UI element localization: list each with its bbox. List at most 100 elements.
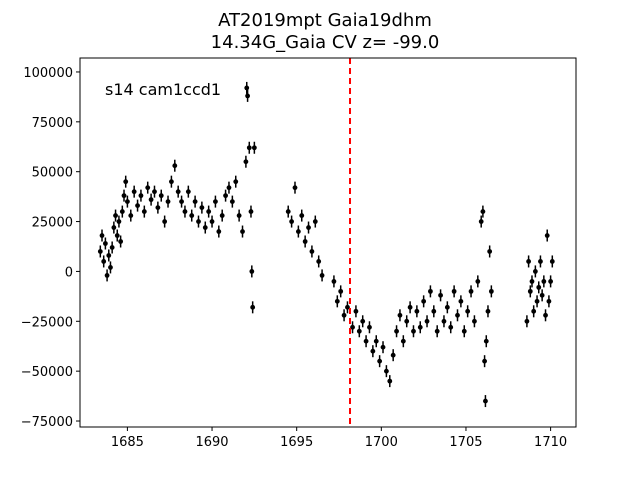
- data-point: [236, 213, 242, 218]
- data-point: [292, 185, 298, 191]
- data-point: [350, 324, 355, 330]
- data-point: [109, 245, 115, 250]
- data-point: [113, 213, 118, 218]
- data-point: [131, 189, 137, 195]
- data-point: [302, 239, 308, 244]
- data-point: [480, 209, 486, 214]
- data-point: [162, 219, 168, 224]
- data-point: [246, 145, 252, 151]
- data-point: [179, 199, 184, 205]
- data-point: [411, 328, 416, 334]
- data-point: [461, 328, 467, 334]
- data-point: [135, 203, 140, 209]
- axis-ticks: 1685 1690 1695 1700 1705 1710 −75000 −50000 −250…: [21, 66, 567, 450]
- data-point: [334, 298, 340, 304]
- data-point: [468, 288, 474, 294]
- data-point: [124, 199, 130, 205]
- data-point: [102, 241, 108, 246]
- data-point: [387, 378, 393, 384]
- data-point: [172, 163, 178, 169]
- data-point: [244, 85, 250, 91]
- data-point: [331, 278, 337, 284]
- y-tick-label: 50000: [32, 166, 73, 181]
- data-point: [196, 219, 201, 224]
- chart-title-line-1: AT2019mpt Gaia19dhm: [218, 10, 432, 31]
- data-point: [397, 312, 403, 318]
- data-point: [338, 288, 344, 294]
- data-points: [97, 81, 555, 408]
- data-point: [123, 179, 129, 185]
- plot-frame: [79, 57, 577, 428]
- y-tick-label: −25000: [21, 315, 73, 330]
- data-point: [543, 312, 548, 318]
- data-point: [199, 205, 205, 210]
- data-point: [309, 249, 315, 254]
- data-point: [444, 304, 450, 310]
- data-point: [229, 199, 235, 205]
- data-point: [531, 308, 537, 314]
- data-point: [118, 239, 124, 244]
- data-point: [485, 308, 491, 314]
- data-point: [527, 288, 533, 294]
- data-point: [546, 298, 552, 304]
- data-point: [472, 318, 477, 324]
- data-point: [544, 233, 550, 238]
- data-point: [407, 304, 413, 310]
- x-tick-label: 1705: [449, 435, 482, 450]
- y-tick-label: −50000: [21, 365, 73, 380]
- data-point: [141, 209, 147, 214]
- data-point: [299, 213, 305, 218]
- data-point: [289, 219, 295, 224]
- data-point: [538, 259, 543, 264]
- data-point: [250, 304, 256, 310]
- data-point: [111, 225, 117, 230]
- data-point: [404, 318, 410, 324]
- data-point: [316, 259, 322, 264]
- data-point: [233, 179, 239, 185]
- annotation-label: s14 cam1ccd1: [105, 80, 221, 99]
- data-point: [534, 298, 540, 304]
- chart-title-line-2: 14.34G_Gaia CV z= -99.0: [211, 32, 440, 53]
- data-point: [213, 199, 218, 205]
- data-point: [363, 338, 369, 344]
- data-point: [524, 318, 530, 324]
- data-point: [128, 213, 134, 218]
- x-tick-label: 1690: [195, 435, 228, 450]
- data-point: [138, 193, 144, 199]
- data-point: [104, 273, 110, 278]
- data-point: [394, 328, 399, 334]
- data-point: [532, 269, 538, 274]
- x-tick-label: 1710: [534, 435, 567, 450]
- data-point: [539, 292, 545, 298]
- data-point: [345, 304, 350, 310]
- y-tick-label: 0: [65, 265, 73, 280]
- data-point: [541, 278, 547, 284]
- data-point: [99, 233, 105, 238]
- data-point: [248, 209, 254, 214]
- data-point: [367, 324, 372, 330]
- data-point: [438, 292, 443, 298]
- data-point: [341, 312, 347, 318]
- data-point: [185, 189, 191, 195]
- data-point: [145, 185, 151, 191]
- x-tick-label: 1695: [280, 435, 313, 450]
- data-point: [475, 278, 481, 284]
- y-tick-label: 25000: [32, 216, 73, 231]
- data-point: [114, 233, 120, 238]
- x-tick-label: 1700: [365, 435, 398, 450]
- data-point: [169, 179, 174, 185]
- data-point: [158, 193, 164, 199]
- data-point: [165, 199, 171, 205]
- data-point: [182, 209, 188, 214]
- data-point: [483, 398, 488, 404]
- data-point: [245, 93, 250, 99]
- data-point: [148, 197, 154, 203]
- data-point: [458, 298, 464, 304]
- data-point: [400, 338, 406, 344]
- data-point: [152, 189, 157, 195]
- data-point: [373, 338, 379, 344]
- data-point: [390, 352, 396, 358]
- data-point: [455, 312, 460, 318]
- data-point: [353, 308, 359, 314]
- data-point: [536, 284, 542, 290]
